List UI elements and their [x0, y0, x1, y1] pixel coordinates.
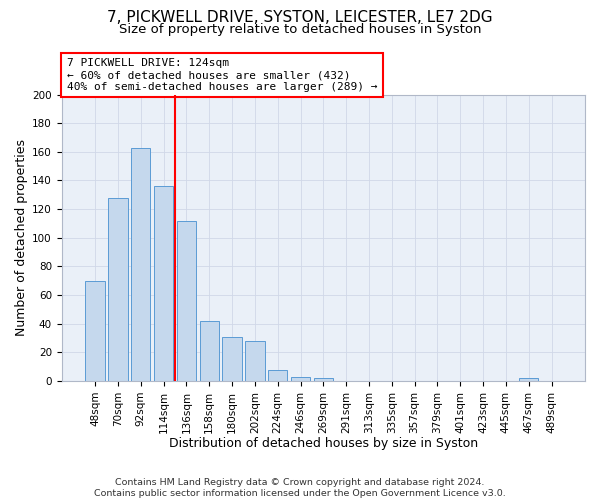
Bar	[245, 341, 265, 381]
Bar	[85, 280, 105, 381]
Text: 7 PICKWELL DRIVE: 124sqm
← 60% of detached houses are smaller (432)
40% of semi-: 7 PICKWELL DRIVE: 124sqm ← 60% of detach…	[67, 58, 377, 92]
Bar	[154, 186, 173, 381]
Text: Size of property relative to detached houses in Syston: Size of property relative to detached ho…	[119, 22, 481, 36]
Bar	[268, 370, 287, 381]
Bar	[108, 198, 128, 381]
Bar	[200, 321, 219, 381]
Text: Contains HM Land Registry data © Crown copyright and database right 2024.
Contai: Contains HM Land Registry data © Crown c…	[94, 478, 506, 498]
Bar	[291, 376, 310, 381]
Text: 7, PICKWELL DRIVE, SYSTON, LEICESTER, LE7 2DG: 7, PICKWELL DRIVE, SYSTON, LEICESTER, LE…	[107, 10, 493, 25]
Y-axis label: Number of detached properties: Number of detached properties	[15, 140, 28, 336]
Bar	[223, 336, 242, 381]
Bar	[131, 148, 151, 381]
X-axis label: Distribution of detached houses by size in Syston: Distribution of detached houses by size …	[169, 437, 478, 450]
Bar	[177, 220, 196, 381]
Bar	[519, 378, 538, 381]
Bar	[314, 378, 333, 381]
